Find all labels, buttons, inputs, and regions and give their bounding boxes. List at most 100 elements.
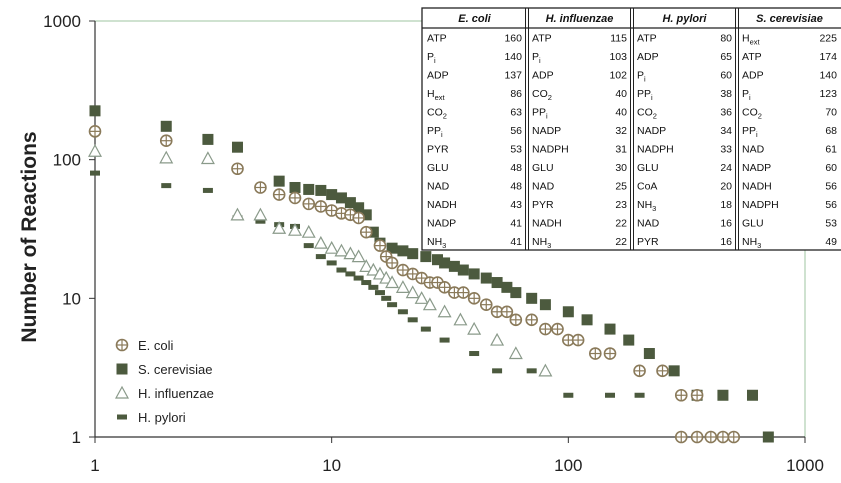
x-tick-label: 1000 (786, 456, 824, 475)
data-point (501, 281, 513, 293)
table-metabolite: NAD (427, 181, 450, 193)
table-metabolite: NADPH (637, 144, 674, 156)
table-metabolite: NADH (532, 218, 562, 230)
table-metabolite: ATP (742, 51, 762, 63)
series-h-influenzae (87, 143, 553, 377)
table-metabolite: PYR (532, 199, 554, 211)
metabolite-subscript: 2 (758, 112, 762, 121)
table-count: 43 (510, 199, 522, 211)
legend-marker (115, 338, 129, 352)
metabolite-subscript: i (434, 56, 436, 65)
data-point (253, 207, 268, 221)
metabolite-subscript: ext (435, 93, 446, 102)
metabolite-base: H (427, 88, 435, 100)
table-metabolite: NADP (742, 162, 771, 174)
table-count: 160 (504, 33, 522, 45)
table-frame (421, 7, 841, 251)
metabolite-subscript: i (546, 112, 548, 121)
data-point (385, 275, 400, 289)
metabolite-base: P (742, 88, 749, 100)
table-metabolite: ADP (742, 70, 764, 82)
data-point (335, 192, 347, 204)
data-point (335, 207, 348, 220)
table-metabolite: CO2 (637, 107, 657, 121)
data-point (303, 183, 315, 195)
table-metabolite: Pi (637, 70, 646, 84)
data-point (762, 431, 774, 443)
legend-label: H. influenzae (138, 386, 214, 401)
data-point (526, 368, 537, 374)
table-header: E. coli (458, 13, 491, 25)
data-point (690, 430, 704, 444)
data-point (668, 365, 680, 377)
table-count: 40 (615, 88, 627, 100)
table-count: 140 (819, 70, 837, 82)
data-point (200, 151, 215, 165)
table-metabolite: PPi (637, 88, 653, 102)
data-point (87, 143, 103, 157)
legend: E. coli S. cerevisiae H. influenzae H. pylo… (114, 338, 214, 425)
table-metabolite: GLU (742, 218, 764, 230)
data-point (273, 175, 285, 187)
data-point (89, 105, 101, 117)
data-point (386, 242, 398, 254)
table-metabolite: ADP (637, 51, 659, 63)
y-tick-label: 10 (62, 289, 81, 308)
table-metabolite: GLU (532, 162, 554, 174)
data-point (690, 388, 704, 402)
data-point (716, 430, 730, 444)
data-point (373, 239, 387, 252)
data-point (469, 351, 480, 357)
table-header: H. pylori (662, 13, 707, 25)
data-point (374, 290, 385, 296)
table-metabolite: CoA (637, 181, 657, 193)
data-point (539, 322, 552, 336)
y-tick-label: 1 (72, 428, 81, 447)
data-point (588, 347, 602, 360)
data-point (407, 317, 418, 323)
table-metabolite: GLU (637, 162, 659, 174)
table-metabolite: Pi (742, 88, 751, 102)
data-point (379, 270, 394, 284)
data-point (231, 162, 244, 176)
table-count: 23 (615, 199, 627, 211)
table-count: 61 (825, 144, 837, 156)
table-metabolite: CO2 (742, 107, 762, 121)
data-point (387, 302, 398, 308)
table-count: 63 (510, 107, 522, 119)
data-point (468, 268, 480, 280)
series-s-cerevisiae (89, 105, 774, 443)
table-count: 36 (720, 107, 732, 119)
y-tick-label: 100 (53, 151, 81, 170)
table-metabolite: NAD (532, 181, 555, 193)
table-count: 65 (720, 51, 732, 63)
table-metabolite: NADH (427, 199, 457, 211)
data-point (510, 287, 522, 299)
data-point (345, 271, 356, 277)
table-metabolite: NAD (742, 144, 765, 156)
table-count: 32 (615, 125, 627, 137)
data-point (231, 141, 243, 153)
table-count: 20 (720, 181, 732, 193)
table-count: 60 (720, 70, 732, 82)
data-point (359, 259, 374, 272)
data-point (302, 197, 316, 211)
data-point (407, 248, 419, 260)
table-header: H. influenzae (546, 13, 614, 25)
metabolite-base: CO (742, 107, 758, 119)
data-point (301, 224, 316, 238)
y-axis-label: Number of Reactions (18, 131, 41, 342)
table-count: 60 (825, 162, 837, 174)
data-point (525, 313, 538, 327)
table-metabolite: Hext (742, 33, 761, 47)
table-count: 137 (504, 70, 522, 82)
data-point (334, 243, 349, 257)
metabolite-subscript: 2 (548, 93, 552, 102)
data-point (90, 170, 100, 176)
data-point (397, 309, 408, 315)
data-point (479, 298, 493, 311)
data-point (315, 184, 327, 196)
data-point (353, 202, 365, 214)
metabolite-subscript: i (651, 93, 653, 102)
table-metabolite: NADPH (532, 144, 569, 156)
